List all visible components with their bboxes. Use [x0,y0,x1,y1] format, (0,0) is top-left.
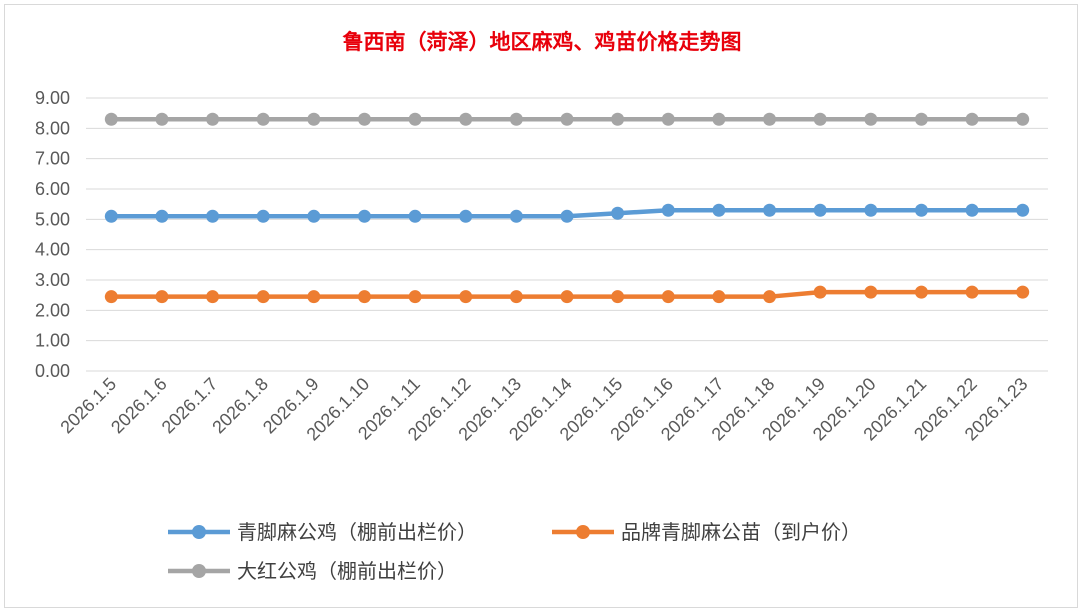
data-point [206,209,220,223]
legend-swatch-marker [192,564,206,578]
data-point [408,290,422,304]
data-point [661,203,675,217]
data-point [509,209,523,223]
data-point [560,209,574,223]
data-point [864,203,878,217]
data-point [661,112,675,126]
data-point [914,112,928,126]
legend-item-0: 青脚麻公鸡（棚前出栏价） [168,520,477,544]
data-point [914,203,928,217]
data-point [712,112,726,126]
y-tick-label: 8.00 [35,118,70,138]
data-point [155,290,169,304]
data-point [965,285,979,299]
chart-title: 鲁西南（菏泽）地区麻鸡、鸡苗价格走势图 [343,29,742,54]
series-lines [104,112,1030,304]
data-point [256,290,270,304]
y-tick-label: 5.00 [35,209,70,229]
data-point [307,112,321,126]
data-point [1016,203,1030,217]
data-point [611,112,625,126]
x-axis-tick-labels: 2026.1.52026.1.62026.1.72026.1.82026.1.9… [56,374,1031,445]
y-tick-label: 7.00 [35,149,70,169]
chart-frame [4,4,1078,608]
data-point [1016,285,1030,299]
y-tick-label: 1.00 [35,331,70,351]
data-point [965,112,979,126]
data-point [256,209,270,223]
legend-item-1: 品牌青脚麻公苗（到户价） [552,520,861,544]
data-point [459,290,473,304]
data-point [155,209,169,223]
data-point [408,209,422,223]
y-tick-label: 4.00 [35,240,70,260]
data-point [256,112,270,126]
y-tick-label: 9.00 [35,88,70,108]
data-point [307,290,321,304]
y-tick-label: 2.00 [35,300,70,320]
data-point [560,290,574,304]
data-point [661,290,675,304]
data-point [914,285,928,299]
data-point [712,203,726,217]
data-point [307,209,321,223]
legend-swatch-marker [576,525,590,539]
data-point [206,290,220,304]
data-point [864,112,878,126]
data-point [459,112,473,126]
data-point [357,112,371,126]
data-point [712,290,726,304]
data-point [104,112,118,126]
data-point [155,112,169,126]
data-point [965,203,979,217]
data-point [459,209,473,223]
y-tick-label: 0.00 [35,361,70,381]
data-point [104,290,118,304]
data-point [763,112,777,126]
data-point [611,206,625,220]
data-point [763,290,777,304]
y-tick-label: 3.00 [35,270,70,290]
legend-label: 大红公鸡（棚前出栏价） [237,559,457,583]
data-point [1016,112,1030,126]
data-point [813,112,827,126]
y-axis-tick-labels: 0.00 1.00 2.00 3.00 4.00 5.00 6.00 7.00 8.00 9.00 [35,88,70,381]
data-point [357,209,371,223]
gridlines [86,97,1048,372]
legend-swatch-marker [192,525,206,539]
data-point [509,112,523,126]
data-point [560,112,574,126]
data-point [206,112,220,126]
data-point [763,203,777,217]
series-2 [104,112,1030,126]
series-0 [104,203,1030,223]
data-point [357,290,371,304]
data-point [864,285,878,299]
y-tick-label: 6.00 [35,179,70,199]
data-point [813,203,827,217]
data-point [509,290,523,304]
data-point [104,209,118,223]
data-point [813,285,827,299]
legend-item-2: 大红公鸡（棚前出栏价） [168,559,457,583]
series-1 [104,285,1030,304]
legend: 青脚麻公鸡（棚前出栏价） 品牌青脚麻公苗（到户价） 大红公鸡（棚前出栏价） [168,520,861,583]
legend-label: 青脚麻公鸡（棚前出栏价） [237,520,477,544]
data-point [408,112,422,126]
legend-label: 品牌青脚麻公苗（到户价） [621,520,861,544]
data-point [611,290,625,304]
